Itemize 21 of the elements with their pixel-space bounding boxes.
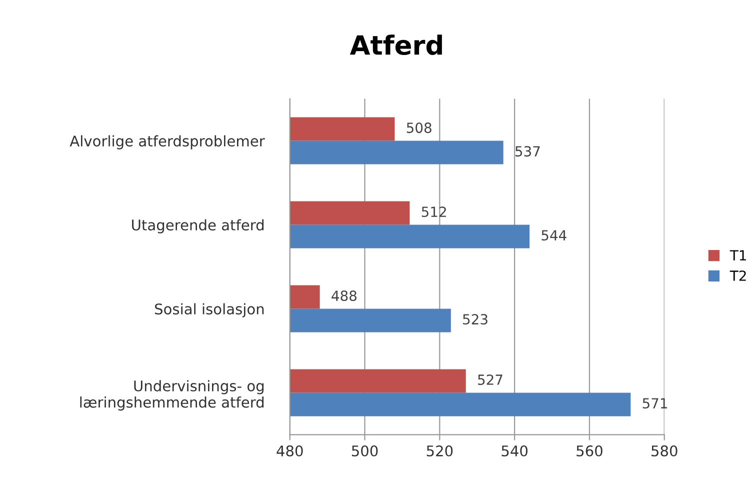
x-tick-label: 540	[502, 445, 528, 456]
x-tick-label: 520	[426, 445, 453, 456]
x-tick-label: 480	[276, 445, 303, 456]
data-label: 571	[642, 398, 667, 409]
data-label: 508	[406, 122, 432, 134]
data-label: 537	[516, 146, 540, 157]
y-tick-label: Sosial isolasjon	[155, 303, 264, 318]
legend-label: T1	[730, 250, 746, 260]
y-tick-label: Utagerende atferd	[132, 219, 264, 234]
data-label: 523	[463, 314, 488, 325]
data-label: 527	[478, 374, 502, 386]
data-label: 512	[422, 206, 446, 218]
chart-title: Atferd	[350, 34, 442, 56]
legend-label: T2	[730, 270, 746, 281]
x-tick-label: 580	[652, 445, 678, 456]
data-label: 544	[542, 230, 566, 241]
y-tick-label: Alvorlige atferdsproblemer	[70, 135, 265, 150]
data-label: 488	[332, 290, 356, 302]
y-tick-label: Undervisnings- og læringshemmende atferd	[80, 380, 264, 411]
x-tick-label: 560	[576, 445, 602, 456]
x-tick-label: 500	[352, 445, 378, 456]
